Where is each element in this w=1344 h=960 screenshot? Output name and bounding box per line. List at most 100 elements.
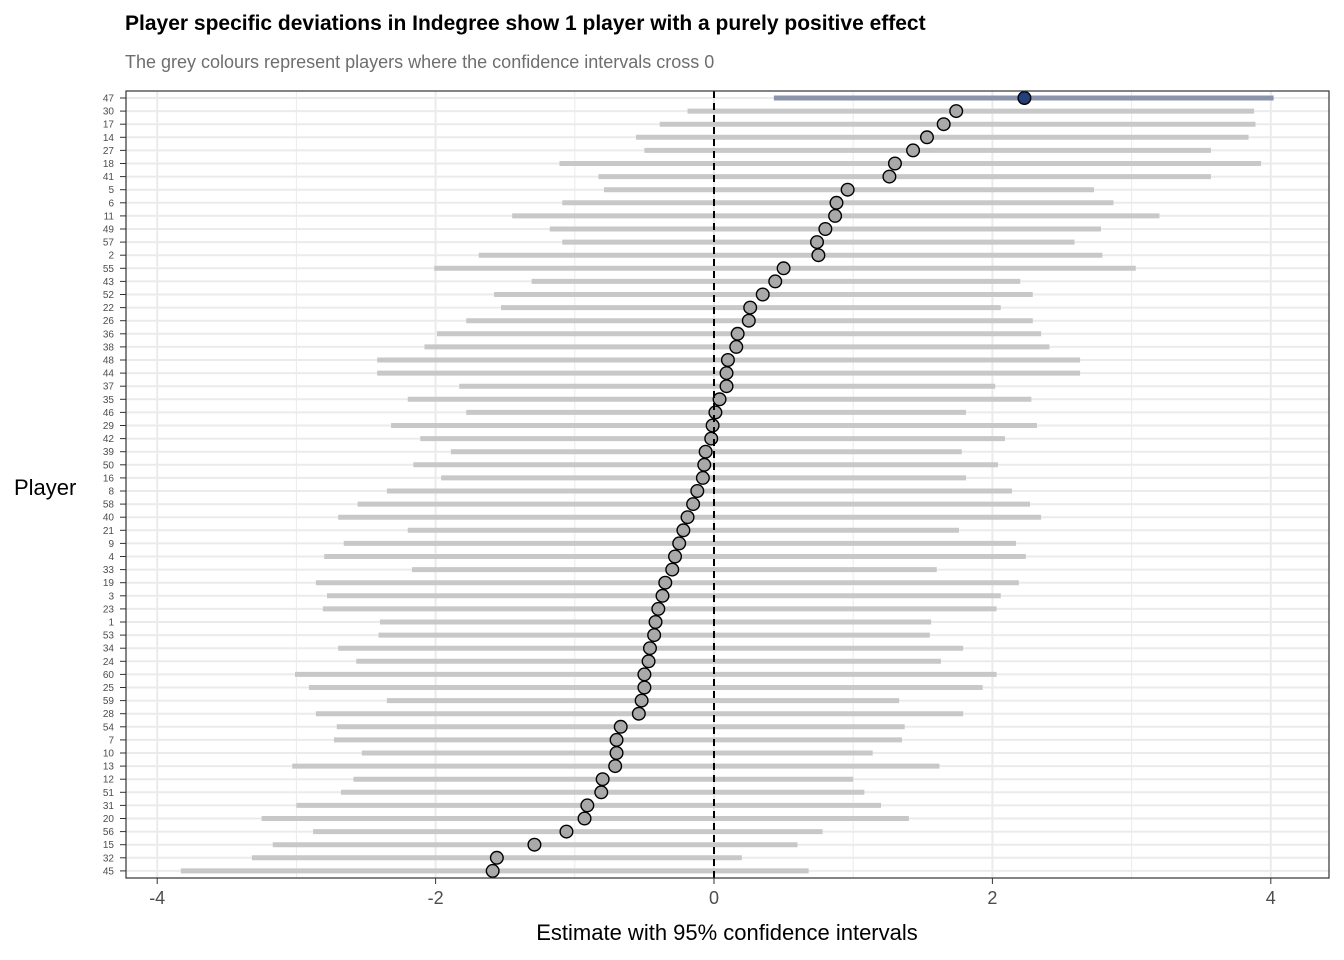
y-tick-label: 36 bbox=[103, 329, 115, 340]
estimate-point bbox=[594, 785, 609, 800]
estimate-point bbox=[719, 366, 734, 381]
estimate-point bbox=[936, 117, 951, 132]
estimate-point bbox=[609, 746, 624, 761]
estimate-point bbox=[634, 693, 649, 708]
y-tick-label: 50 bbox=[103, 460, 115, 471]
estimate-point bbox=[882, 169, 897, 184]
y-tick-label: 39 bbox=[103, 447, 115, 458]
y-tick-label: 23 bbox=[103, 604, 115, 615]
estimate-point bbox=[690, 484, 705, 499]
x-tick-label: -2 bbox=[428, 888, 444, 908]
estimate-point bbox=[609, 732, 624, 747]
y-tick-label: 55 bbox=[103, 264, 115, 275]
estimate-point bbox=[720, 353, 735, 368]
estimate-point bbox=[818, 221, 833, 236]
estimate-point bbox=[906, 143, 921, 158]
estimate-point bbox=[695, 470, 710, 485]
x-tick-label: 2 bbox=[987, 888, 997, 908]
y-tick-label: 5 bbox=[108, 185, 114, 196]
estimate-point bbox=[559, 824, 574, 839]
y-tick-label: 54 bbox=[103, 722, 115, 733]
y-tick-label: 15 bbox=[103, 840, 115, 851]
y-tick-label: 3 bbox=[108, 591, 114, 602]
y-tick-label: 16 bbox=[103, 473, 115, 484]
estimate-point bbox=[719, 379, 734, 394]
y-tick-label: 48 bbox=[103, 356, 115, 367]
y-tick-label: 60 bbox=[103, 670, 115, 681]
estimate-point bbox=[828, 208, 843, 223]
estimate-point bbox=[708, 405, 723, 420]
estimate-point bbox=[919, 130, 934, 145]
y-tick-label: 53 bbox=[103, 631, 115, 642]
y-tick-label: 41 bbox=[103, 172, 115, 183]
estimate-point bbox=[697, 457, 712, 472]
y-tick-label: 12 bbox=[103, 775, 115, 786]
y-tick-label: 31 bbox=[103, 801, 115, 812]
estimate-point bbox=[642, 641, 657, 656]
y-tick-label: 19 bbox=[103, 578, 115, 589]
x-tick-label: 4 bbox=[1266, 888, 1276, 908]
y-tick-label: 27 bbox=[103, 146, 115, 157]
estimate-point bbox=[648, 615, 663, 630]
estimate-point bbox=[698, 444, 713, 459]
chart-subtitle: The grey colours represent players where… bbox=[125, 52, 715, 72]
estimate-point bbox=[705, 418, 720, 433]
estimate-point bbox=[641, 654, 656, 669]
y-tick-label: 43 bbox=[103, 277, 115, 288]
y-tick-label: 26 bbox=[103, 316, 115, 327]
estimate-point bbox=[811, 248, 826, 263]
estimate-point bbox=[776, 261, 791, 276]
y-tick-label: 8 bbox=[108, 487, 114, 498]
estimate-point bbox=[887, 156, 902, 171]
y-tick-label: 33 bbox=[103, 565, 115, 576]
y-tick-label: 34 bbox=[103, 644, 115, 655]
estimate-point bbox=[631, 706, 646, 721]
estimate-point bbox=[527, 837, 542, 852]
estimate-point bbox=[580, 798, 595, 813]
y-tick-label: 47 bbox=[103, 94, 115, 105]
estimate-point bbox=[768, 274, 783, 289]
estimate-point bbox=[637, 667, 652, 682]
estimate-point bbox=[840, 182, 855, 197]
estimate-point bbox=[755, 287, 770, 302]
y-tick-label: 59 bbox=[103, 696, 115, 707]
estimate-point bbox=[712, 392, 727, 407]
y-tick-label: 17 bbox=[103, 120, 115, 131]
estimate-point bbox=[680, 510, 695, 525]
y-tick-label: 44 bbox=[103, 369, 115, 380]
estimate-point bbox=[730, 326, 745, 341]
x-axis-label: Estimate with 95% confidence intervals bbox=[536, 920, 918, 945]
y-tick-label: 37 bbox=[103, 382, 115, 393]
y-tick-label: 38 bbox=[103, 342, 115, 353]
estimate-point bbox=[651, 601, 666, 616]
estimate-point bbox=[741, 313, 756, 328]
estimate-point bbox=[672, 536, 687, 551]
estimate-point bbox=[668, 549, 683, 564]
y-tick-label: 35 bbox=[103, 395, 115, 406]
estimate-point bbox=[613, 719, 628, 734]
y-tick-label: 24 bbox=[103, 657, 115, 668]
y-tick-label: 13 bbox=[103, 762, 115, 773]
estimate-point bbox=[810, 235, 825, 250]
estimate-point bbox=[489, 850, 504, 865]
y-tick-label: 11 bbox=[104, 211, 115, 222]
y-tick-label: 6 bbox=[108, 198, 114, 209]
estimate-point bbox=[608, 759, 623, 774]
estimate-point bbox=[658, 575, 673, 590]
estimate-point bbox=[704, 431, 719, 446]
y-tick-label: 28 bbox=[103, 709, 115, 720]
y-axis-label: Player bbox=[14, 475, 76, 500]
panel-border bbox=[125, 90, 1330, 879]
y-tick-label: 29 bbox=[103, 421, 115, 432]
chart-title: Player specific deviations in Indegree s… bbox=[125, 12, 926, 35]
estimate-point bbox=[655, 588, 670, 603]
y-tick-label: 49 bbox=[103, 225, 115, 236]
y-tick-label: 45 bbox=[103, 866, 115, 877]
y-tick-label: 57 bbox=[103, 238, 115, 249]
estimate-point bbox=[829, 195, 844, 210]
estimate-point bbox=[949, 104, 964, 119]
estimate-point bbox=[665, 562, 680, 577]
estimate-point bbox=[637, 680, 652, 695]
y-tick-label: 58 bbox=[103, 500, 115, 511]
estimate-point bbox=[676, 523, 691, 538]
